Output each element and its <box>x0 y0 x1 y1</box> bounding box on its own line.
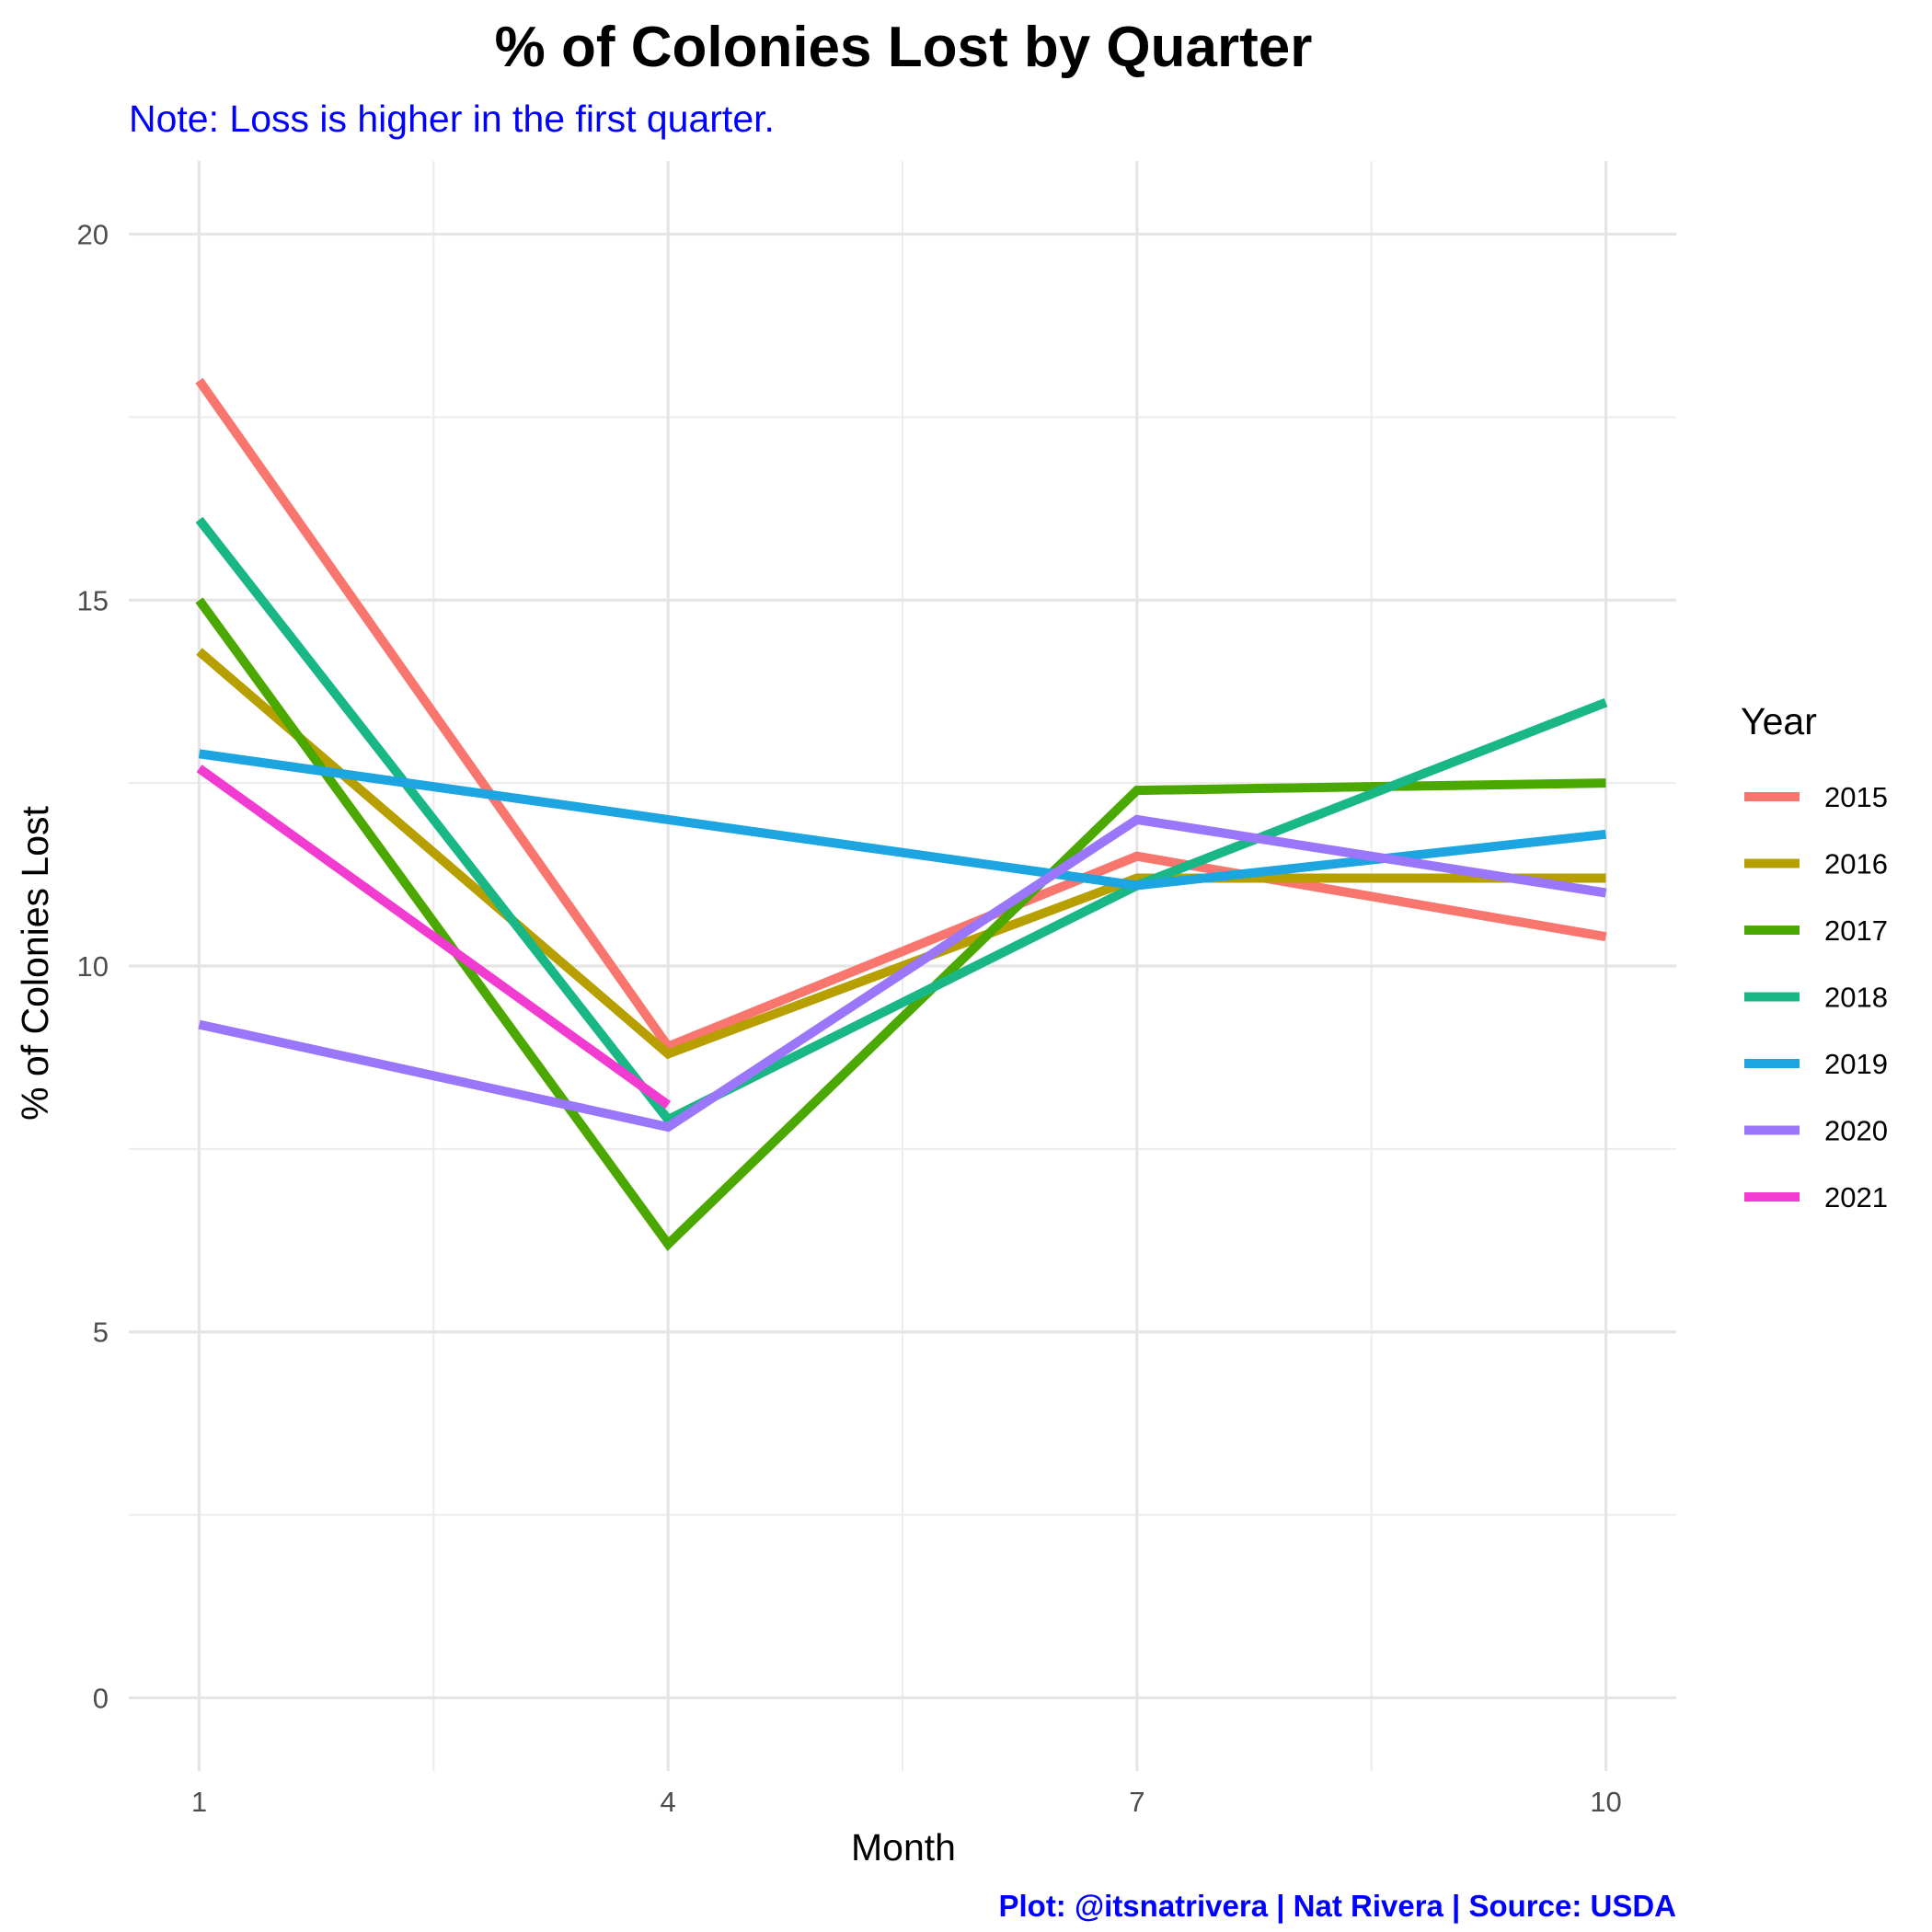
series-line-2015 <box>195 377 1607 1052</box>
x-axis-title: Month <box>851 1826 956 1869</box>
y-tick-label: 0 <box>93 1682 109 1714</box>
x-axis-ticks: 1 4 7 10 <box>191 1786 1622 1818</box>
series-line-2017 <box>195 597 1606 1251</box>
y-tick-label: 5 <box>93 1317 109 1349</box>
y-tick-label: 15 <box>77 584 109 616</box>
series-line-2016 <box>196 648 1606 1060</box>
chart-caption: Plot: @itsnatrivera | Nat Rivera | Sourc… <box>998 1889 1676 1923</box>
legend-title: Year <box>1741 700 1817 742</box>
y-tick-label: 20 <box>77 219 109 251</box>
legend-label-2018: 2018 <box>1824 982 1888 1014</box>
x-tick-label: 1 <box>191 1786 207 1818</box>
legend-label-2017: 2017 <box>1824 914 1888 947</box>
chart-subtitle: Note: Loss is higher in the first quarte… <box>129 98 775 140</box>
legend-label-2019: 2019 <box>1824 1048 1888 1080</box>
y-axis-ticks: 0 5 10 15 20 <box>77 219 109 1715</box>
series-line-2020 <box>198 814 1607 1133</box>
legend-label-2020: 2020 <box>1824 1115 1888 1147</box>
legend: 2015 2016 2017 2018 2019 2020 2021 <box>1744 781 1888 1213</box>
legend-label-2015: 2015 <box>1824 781 1888 813</box>
y-axis-title: % of Colonies Lost <box>14 805 56 1120</box>
series-line-2021 <box>196 765 672 1110</box>
series-line-2018 <box>195 516 1608 1126</box>
legend-label-2021: 2021 <box>1824 1181 1888 1213</box>
x-tick-label: 10 <box>1590 1786 1621 1818</box>
y-tick-label: 10 <box>77 950 109 983</box>
chart-title: % of Colonies Lost by Quarter <box>495 16 1313 79</box>
x-tick-label: 7 <box>1129 1786 1144 1818</box>
x-tick-label: 4 <box>661 1786 676 1818</box>
series-lines <box>195 377 1608 1251</box>
legend-label-2016: 2016 <box>1824 848 1888 880</box>
